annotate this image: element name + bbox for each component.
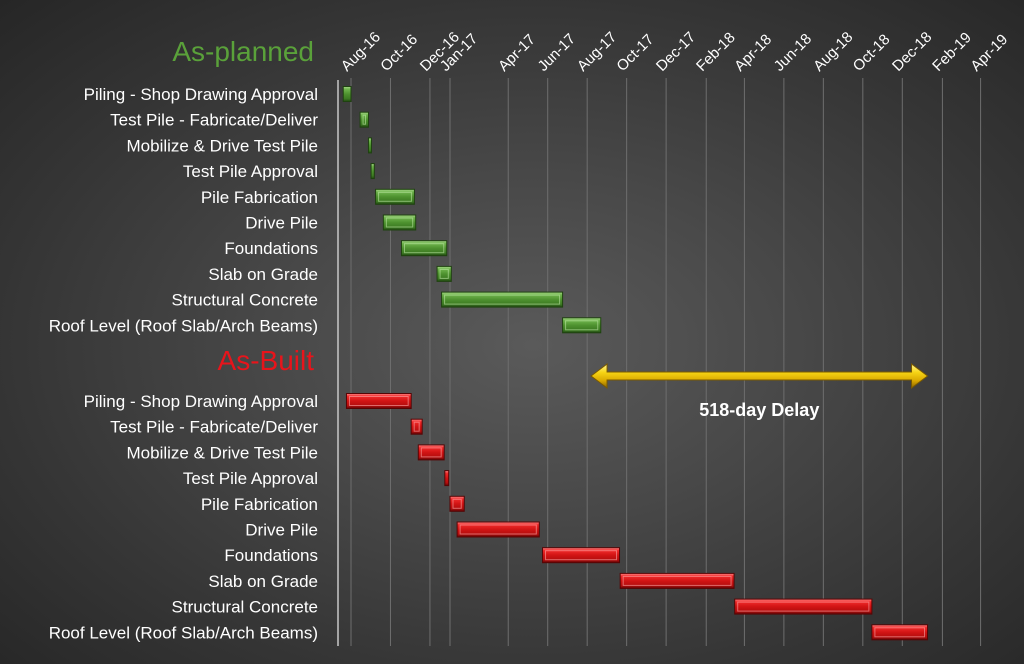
x-tick-label: Apr-18 xyxy=(731,31,775,75)
task-label: Foundations xyxy=(224,239,318,258)
x-tick-label: Dec-17 xyxy=(653,29,699,75)
built-bar xyxy=(871,624,929,641)
x-tick-label: Oct-18 xyxy=(850,31,894,75)
planned-bar xyxy=(382,214,417,231)
x-tick-label: Oct-16 xyxy=(377,31,421,75)
x-tick-label: Apr-19 xyxy=(967,31,1011,75)
task-label: Slab on Grade xyxy=(208,265,318,284)
built-bar xyxy=(619,572,735,589)
planned-bar xyxy=(375,188,415,205)
task-label: Foundations xyxy=(224,546,318,565)
built-bar xyxy=(444,470,450,487)
built-bar xyxy=(734,598,873,615)
x-tick-label: Aug-17 xyxy=(574,29,620,75)
task-label: Structural Concrete xyxy=(172,291,318,310)
delay-label: 518-day Delay xyxy=(699,400,819,420)
delay-arrow xyxy=(590,363,929,389)
task-label: Mobilize & Drive Test Pile xyxy=(127,443,318,462)
planned-bar xyxy=(436,265,452,282)
as-planned-heading: As-planned xyxy=(172,36,314,67)
built-bar xyxy=(345,393,412,409)
task-label: Mobilize & Drive Test Pile xyxy=(127,136,318,155)
x-tick-label: Feb-19 xyxy=(929,29,975,75)
x-tick-label: Feb-18 xyxy=(693,29,739,75)
built-bar xyxy=(417,444,445,461)
x-tick-label: Jun-18 xyxy=(771,30,815,74)
x-tick-label: Aug-18 xyxy=(810,29,856,75)
task-label: Piling - Shop Drawing Approval xyxy=(84,85,318,104)
task-label: Pile Fabrication xyxy=(201,188,318,207)
x-tick-label: Aug-16 xyxy=(338,29,384,75)
task-label: Structural Concrete xyxy=(172,598,318,617)
planned-bar xyxy=(370,163,375,180)
task-label: Test Pile Approval xyxy=(183,469,318,488)
x-tick-label: Jun-17 xyxy=(535,30,579,74)
x-tick-label: Apr-17 xyxy=(495,31,539,75)
planned-bar xyxy=(342,86,352,102)
planned-bar xyxy=(400,240,448,257)
task-label: Pile Fabrication xyxy=(201,495,318,514)
task-label: Slab on Grade xyxy=(208,572,318,591)
task-label: Roof Level (Roof Slab/Arch Beams) xyxy=(49,623,318,642)
task-label: Test Pile - Fabricate/Deliver xyxy=(110,111,318,130)
built-bar xyxy=(542,547,621,564)
built-bar xyxy=(410,418,423,435)
x-tick-label: Oct-17 xyxy=(613,31,657,75)
built-bar xyxy=(449,495,465,512)
built-bar xyxy=(456,521,540,538)
task-label: Drive Pile xyxy=(245,521,318,540)
planned-bar xyxy=(562,317,602,334)
planned-bar xyxy=(441,291,564,308)
planned-bar xyxy=(359,111,369,128)
as-built-heading: As-Built xyxy=(218,345,315,376)
planned-bar xyxy=(367,137,372,154)
task-label: Piling - Shop Drawing Approval xyxy=(84,392,318,411)
task-label: Roof Level (Roof Slab/Arch Beams) xyxy=(49,316,318,335)
task-label: Test Pile - Fabricate/Deliver xyxy=(110,418,318,437)
x-tick-label: Dec-18 xyxy=(889,29,935,75)
task-label: Drive Pile xyxy=(245,214,318,233)
task-label: Test Pile Approval xyxy=(183,162,318,181)
